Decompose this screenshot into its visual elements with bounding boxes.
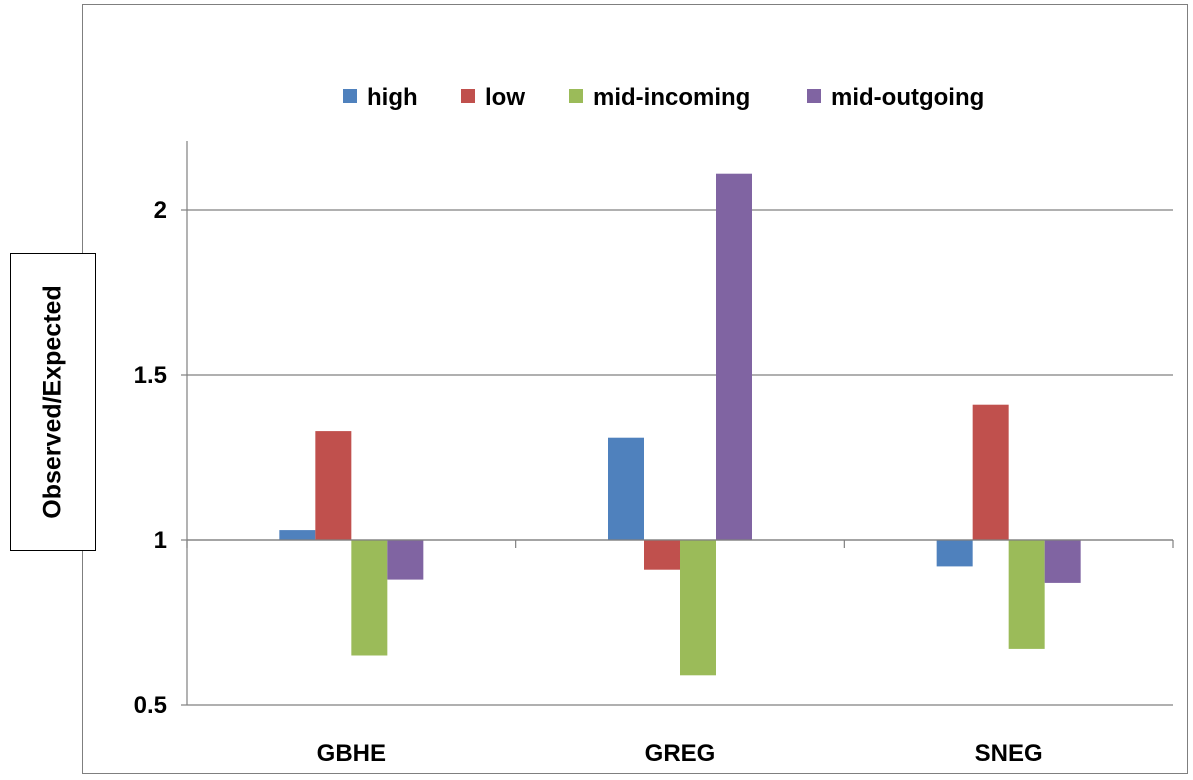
y-tick-label: 1.5 bbox=[134, 362, 167, 389]
bar-mid-outgoing-GBHE bbox=[387, 540, 424, 580]
x-tick-label: GBHE bbox=[317, 740, 386, 767]
x-tick-label: SNEG bbox=[975, 740, 1043, 767]
legend-swatch-low bbox=[461, 89, 475, 103]
legend-label-low: low bbox=[485, 84, 525, 111]
legend: high low mid-incoming mid-outgoing bbox=[343, 84, 984, 111]
chart-frame bbox=[82, 4, 1188, 774]
bars bbox=[279, 173, 1081, 676]
bar-mid-outgoing-SNEG bbox=[1044, 540, 1081, 583]
bar-mid-incoming-GBHE bbox=[351, 540, 388, 656]
y-tick-label: 0.5 bbox=[134, 692, 167, 719]
y-tick-label: 1 bbox=[154, 527, 167, 554]
legend-swatch-mid-outgoing bbox=[807, 89, 821, 103]
legend-label-mid-outgoing: mid-outgoing bbox=[831, 84, 984, 111]
y-axis-label-box: Observed/Expected bbox=[10, 253, 96, 551]
x-tick-label: GREG bbox=[645, 740, 716, 767]
bar-low-GBHE bbox=[315, 431, 352, 540]
bar-high-SNEG bbox=[936, 540, 973, 567]
bar-high-GREG bbox=[608, 437, 644, 540]
bar-high-GBHE bbox=[279, 530, 316, 540]
legend-label-high: high bbox=[367, 84, 418, 111]
bar-mid-incoming-SNEG bbox=[1008, 540, 1045, 649]
y-axis-ticks: 0.5 1 1.5 2 bbox=[134, 197, 167, 719]
bar-mid-outgoing-GREG bbox=[716, 173, 752, 540]
bar-low-SNEG bbox=[972, 404, 1009, 540]
legend-swatch-high bbox=[343, 89, 357, 103]
legend-swatch-mid-incoming bbox=[569, 89, 583, 103]
x-axis-ticks: GBHE GREG SNEG bbox=[317, 740, 1043, 767]
y-tick-label: 2 bbox=[154, 197, 167, 224]
legend-label-mid-incoming: mid-incoming bbox=[593, 84, 750, 111]
bar-mid-incoming-GREG bbox=[680, 540, 716, 676]
bar-low-GREG bbox=[644, 540, 680, 570]
axes bbox=[181, 141, 1174, 706]
